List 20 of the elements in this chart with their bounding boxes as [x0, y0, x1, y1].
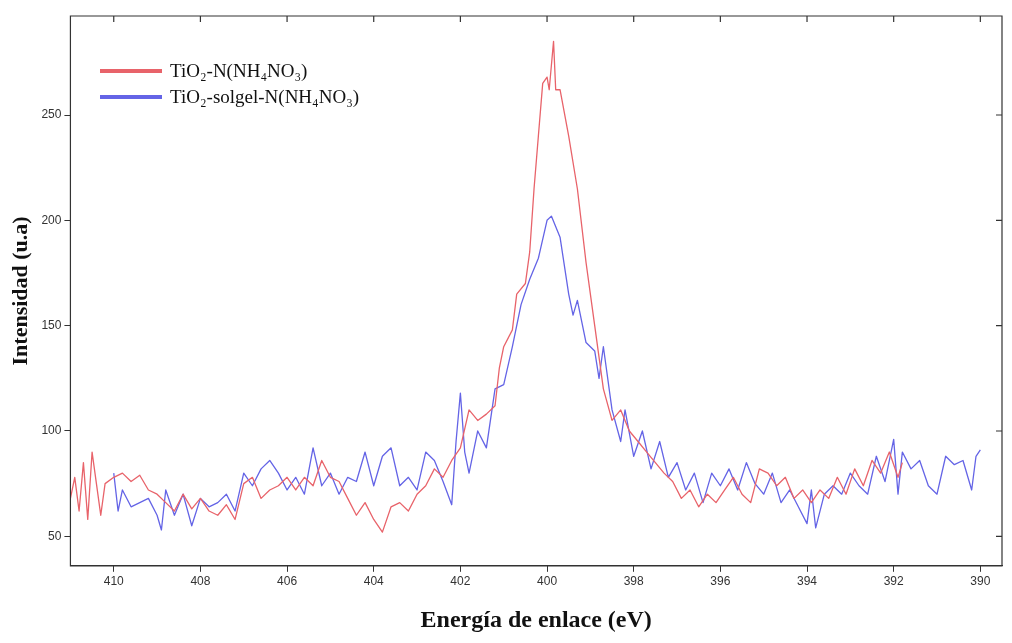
- x-tick-label: 394: [797, 574, 818, 589]
- y-axis-title: Intensidad (u.a): [6, 216, 32, 366]
- x-tick-label: 398: [623, 574, 645, 589]
- x-tick-label: 396: [710, 574, 731, 589]
- x-tick-label: 392: [883, 574, 905, 589]
- x-tick-label: 408: [190, 574, 211, 589]
- y-tick-label: 100: [41, 423, 62, 438]
- x-tick-label: 406: [277, 574, 298, 589]
- x-tick-label: 410: [103, 574, 125, 589]
- y-tick-label: 250: [41, 107, 62, 122]
- x-tick-label: 402: [450, 574, 471, 589]
- y-tick-label: 50: [48, 528, 62, 543]
- x-tick-label: 400: [537, 574, 558, 589]
- x-tick-label: 390: [970, 574, 991, 589]
- y-tick-label: 150: [41, 317, 62, 332]
- legend-label: TiO₂-solgel-N(NH₄NO₃): [170, 86, 360, 108]
- legend-label: TiO₂-N(NH₄NO₃): [170, 60, 308, 82]
- x-tick-label: 404: [363, 574, 385, 589]
- y-tick-label: 200: [41, 212, 62, 227]
- x-axis-title: Energía de enlace (eV): [420, 605, 652, 632]
